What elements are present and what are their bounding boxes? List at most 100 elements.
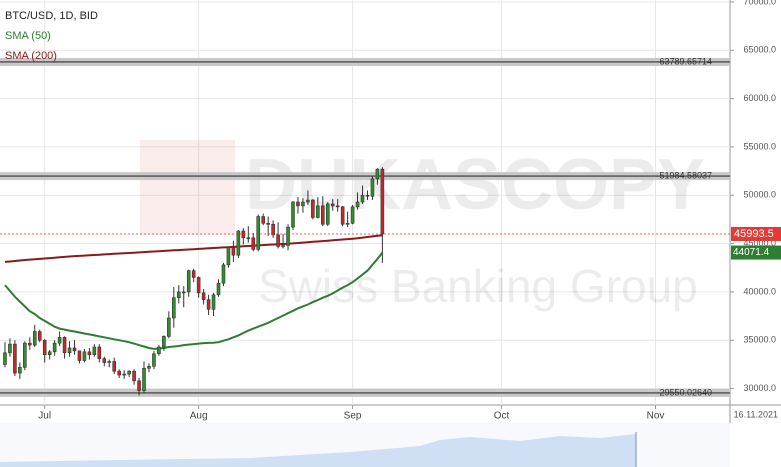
candle-body bbox=[370, 178, 375, 197]
candle-body bbox=[117, 370, 121, 376]
candle-body bbox=[271, 223, 275, 236]
candle-body bbox=[97, 346, 102, 359]
candle-body bbox=[355, 201, 360, 208]
candle-body bbox=[221, 264, 226, 284]
date-label: 16.11.2021 bbox=[734, 409, 778, 419]
candle-body bbox=[92, 346, 97, 356]
navigator-area bbox=[0, 434, 636, 467]
candle-body bbox=[365, 194, 370, 197]
candle-body bbox=[380, 168, 385, 235]
candle-body bbox=[3, 352, 7, 365]
candle-body bbox=[256, 216, 261, 250]
candle-body bbox=[167, 317, 171, 337]
candle-body bbox=[340, 206, 345, 225]
candle-body bbox=[211, 294, 216, 310]
candle-body bbox=[375, 168, 380, 180]
candle-body bbox=[172, 297, 176, 319]
candle-body bbox=[320, 205, 325, 225]
candle-body bbox=[8, 343, 12, 354]
level-label: 51984.58037 bbox=[659, 170, 712, 180]
candle-body bbox=[57, 337, 62, 344]
legend-entry: SMA (50) bbox=[5, 30, 51, 42]
candle-body bbox=[181, 291, 186, 294]
candle-body bbox=[87, 351, 92, 356]
candle-body bbox=[176, 291, 181, 299]
candle-body bbox=[122, 373, 126, 376]
x-tick-label: Jul bbox=[38, 411, 51, 422]
candle-body bbox=[231, 247, 236, 256]
candle-body bbox=[261, 216, 265, 224]
candle-body bbox=[311, 199, 315, 218]
candle-body bbox=[13, 343, 17, 374]
sma-box bbox=[731, 245, 781, 260]
candle-body bbox=[82, 351, 87, 361]
candle-body bbox=[137, 380, 141, 391]
candle-body bbox=[107, 361, 112, 363]
candle-body bbox=[201, 292, 206, 300]
candle-body bbox=[206, 299, 211, 310]
candle-body bbox=[162, 336, 166, 348]
candle-body bbox=[42, 339, 47, 356]
sma-label: 44071.4 bbox=[733, 247, 770, 258]
candle-body bbox=[246, 237, 251, 240]
candle-body bbox=[52, 342, 57, 353]
candle-body bbox=[28, 342, 32, 346]
candle-body bbox=[276, 234, 280, 247]
candle-body bbox=[296, 201, 300, 207]
level-label: 29550.02640 bbox=[659, 387, 712, 397]
y-tick-label: 30000.0 bbox=[743, 383, 776, 393]
candle-body bbox=[142, 367, 146, 391]
candle-body bbox=[132, 370, 136, 382]
candle-body bbox=[325, 203, 330, 225]
candle-body bbox=[236, 230, 241, 256]
y-tick-label: 40000.0 bbox=[743, 286, 776, 296]
candle-body bbox=[47, 351, 52, 356]
candle-body bbox=[112, 361, 117, 372]
x-tick-label: Nov bbox=[647, 411, 665, 422]
candle-body bbox=[102, 358, 107, 363]
sma-line bbox=[4, 251, 384, 350]
candle-body bbox=[345, 222, 350, 225]
candle-body bbox=[226, 247, 231, 266]
watermark-logo bbox=[140, 140, 235, 235]
candle-body bbox=[77, 350, 82, 361]
y-tick-label: 65000.0 bbox=[743, 45, 776, 55]
y-tick-label: 55000.0 bbox=[743, 141, 776, 151]
sma-line bbox=[4, 234, 383, 263]
candle-body bbox=[72, 347, 77, 352]
candle-body bbox=[306, 199, 310, 203]
candle-body bbox=[62, 337, 67, 354]
candle-body bbox=[18, 367, 22, 374]
watermark-subtext: Swiss Banking Group bbox=[258, 260, 698, 312]
candle-body bbox=[335, 205, 340, 208]
candle-body bbox=[301, 201, 305, 207]
candle-body bbox=[32, 331, 37, 346]
candle-body bbox=[281, 245, 285, 247]
y-tick-label: 45000.0 bbox=[743, 238, 776, 248]
legend-title: BTC/USD, 1D, BID bbox=[5, 10, 98, 22]
candle-body bbox=[241, 230, 246, 239]
candle-body bbox=[251, 237, 256, 250]
y-tick-label: 35000.0 bbox=[743, 335, 776, 345]
price-label: 45993.5 bbox=[734, 228, 774, 240]
candle-body bbox=[196, 277, 201, 294]
y-tick-label: 60000.0 bbox=[743, 93, 776, 103]
candle-body bbox=[360, 194, 365, 203]
candle-body bbox=[23, 342, 27, 368]
legend-entry: SMA (200) bbox=[5, 50, 57, 62]
level-label: 63789.65714 bbox=[659, 56, 712, 66]
x-tick-label: Sep bbox=[344, 411, 362, 422]
candle-body bbox=[157, 346, 161, 355]
candle-body bbox=[152, 353, 156, 367]
y-tick-label: 50000.0 bbox=[743, 190, 776, 200]
candle-body bbox=[191, 270, 196, 278]
candle-body bbox=[266, 222, 270, 225]
candle-body bbox=[350, 206, 355, 224]
y-tick-label: 70000.0 bbox=[743, 0, 776, 6]
candle-body bbox=[291, 201, 295, 228]
candle-body bbox=[330, 203, 335, 207]
candle-body bbox=[216, 282, 221, 296]
candle-body bbox=[67, 347, 72, 354]
navigator bbox=[0, 423, 730, 467]
